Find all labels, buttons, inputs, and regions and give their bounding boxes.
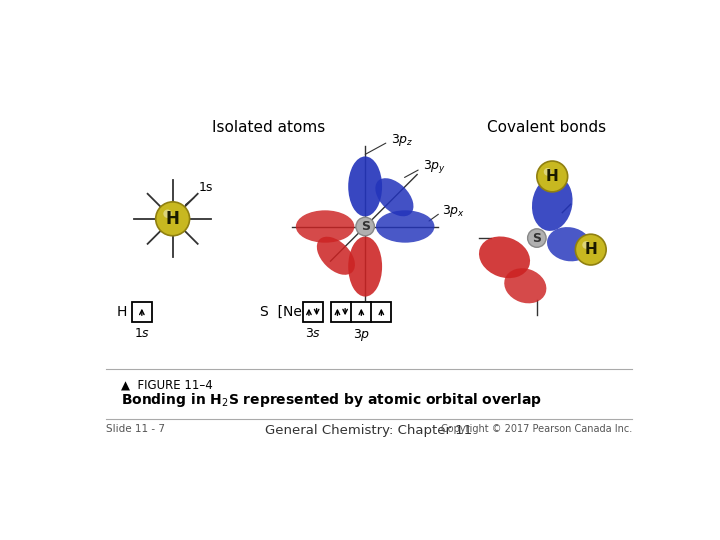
Text: $3s$: $3s$	[305, 327, 321, 340]
Circle shape	[356, 217, 374, 236]
Text: Covalent bonds: Covalent bonds	[487, 120, 606, 136]
Text: S  [Ne]: S [Ne]	[260, 305, 307, 319]
Text: S: S	[532, 232, 541, 245]
Text: $3p$: $3p$	[353, 327, 370, 342]
Ellipse shape	[532, 176, 572, 231]
Circle shape	[163, 210, 172, 218]
Circle shape	[582, 241, 590, 249]
Text: H: H	[546, 169, 559, 184]
Ellipse shape	[479, 237, 530, 278]
Text: S: S	[361, 220, 369, 233]
Ellipse shape	[375, 178, 413, 217]
Text: General Chemistry: Chapter 11: General Chemistry: Chapter 11	[266, 424, 472, 437]
Text: Slide 11 - 7: Slide 11 - 7	[106, 424, 165, 434]
Text: Copyright © 2017 Pearson Canada Inc.: Copyright © 2017 Pearson Canada Inc.	[441, 424, 632, 434]
Circle shape	[156, 202, 189, 236]
Circle shape	[528, 229, 546, 247]
Ellipse shape	[376, 210, 434, 242]
Text: H: H	[166, 210, 179, 228]
FancyBboxPatch shape	[303, 302, 323, 322]
Text: $1s$: $1s$	[134, 327, 150, 340]
Text: Isolated atoms: Isolated atoms	[212, 120, 325, 136]
Circle shape	[575, 234, 606, 265]
Ellipse shape	[317, 237, 355, 275]
Ellipse shape	[296, 210, 354, 242]
Text: ▲  FIGURE 11–4: ▲ FIGURE 11–4	[121, 379, 213, 392]
Ellipse shape	[504, 268, 546, 303]
FancyBboxPatch shape	[331, 302, 392, 322]
Ellipse shape	[348, 237, 382, 296]
Text: H: H	[117, 305, 127, 319]
Circle shape	[544, 168, 552, 176]
Text: $3p_y$: $3p_y$	[423, 158, 446, 175]
Text: 1s: 1s	[186, 181, 213, 205]
Ellipse shape	[348, 157, 382, 217]
Ellipse shape	[547, 227, 591, 261]
Text: Bonding in H$_2$S represented by atomic orbital overlap: Bonding in H$_2$S represented by atomic …	[121, 392, 542, 409]
FancyBboxPatch shape	[132, 302, 152, 322]
Circle shape	[537, 161, 567, 192]
Text: $3p_z$: $3p_z$	[390, 132, 413, 149]
Text: $3p_x$: $3p_x$	[442, 203, 465, 219]
Text: H: H	[585, 242, 597, 257]
